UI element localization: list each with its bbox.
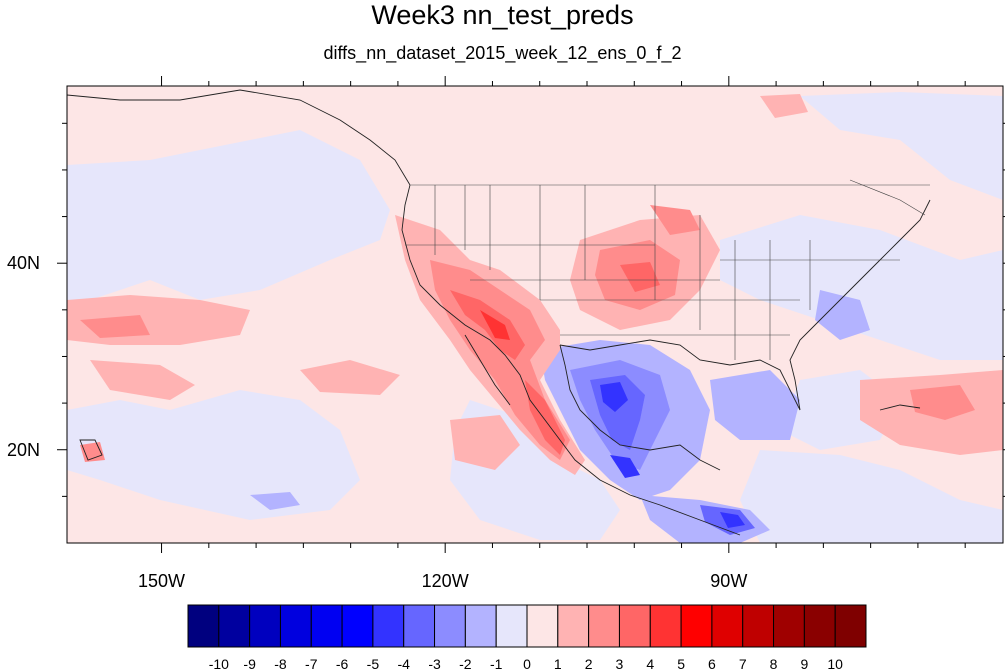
colorbar-swatch <box>588 604 620 648</box>
colorbar-swatch <box>495 604 528 648</box>
colorbar-swatch <box>803 604 836 648</box>
colorbar-swatch <box>372 604 405 648</box>
colorbar-label: -10 <box>209 656 229 672</box>
neg-zone-ne-pacific <box>67 130 390 300</box>
colorbar-label: 4 <box>646 656 654 672</box>
lon-label: 150W <box>138 571 186 591</box>
neg-zone-s-caribbean <box>740 450 1003 543</box>
colorbar-label: 0 <box>523 656 531 672</box>
pos-pacific-east <box>300 360 400 395</box>
colorbar-label: 8 <box>770 656 778 672</box>
colorbar-swatch <box>249 604 281 648</box>
neg-gulf-core <box>600 382 628 412</box>
axis-ticks <box>57 76 1005 553</box>
neg-zone-east-us <box>720 215 1003 360</box>
colorbar-label: -3 <box>428 656 441 672</box>
colorbar-swatch <box>434 604 466 648</box>
colorbar-swatch <box>742 604 775 648</box>
colorbar-label: -1 <box>490 656 503 672</box>
colorbar-label: 3 <box>616 656 624 672</box>
pos-plains-core <box>620 262 660 292</box>
coastlines <box>67 89 931 536</box>
colorbar-swatch <box>773 604 805 648</box>
colorbar-swatch <box>187 604 220 648</box>
colorbar-swatch <box>464 604 497 648</box>
neg-gulf-core-2 <box>610 455 640 478</box>
neg-small-pacific <box>250 492 300 510</box>
colorbar-swatch <box>649 604 682 648</box>
colorbar-label: 1 <box>554 656 562 672</box>
colorbar-label: -2 <box>459 656 472 672</box>
colorbar-swatch <box>218 604 251 648</box>
colorbar-swatch <box>341 604 374 648</box>
neg-zone-sw-pacific <box>67 390 360 520</box>
colorbar-label: 9 <box>800 656 808 672</box>
pos-west-inner <box>450 290 525 360</box>
pos-iowa <box>650 205 700 235</box>
colorbar-label: -4 <box>398 656 411 672</box>
colorbar-swatch <box>403 604 436 648</box>
colorbar-swatch <box>618 604 651 648</box>
neg-gulf-east <box>710 370 800 440</box>
colorbar-label: -6 <box>336 656 349 672</box>
colorbar: -10 -9 -8 -7 -6 -5 -4 -3 -2 -1 0 1 2 3 4 5 6 7 8 9 10 <box>187 604 867 672</box>
lat-label: 40N <box>6 253 40 274</box>
colorbar-label: 5 <box>677 656 685 672</box>
neg-zone-n-atlantic <box>800 92 1003 200</box>
colorbar-label: -7 <box>305 656 318 672</box>
lon-label: 90W <box>710 571 748 591</box>
colorbar-label: 10 <box>827 656 843 672</box>
pos-pacific-south <box>90 360 195 400</box>
colorbar-label: 2 <box>585 656 593 672</box>
pos-atlantic-core <box>910 385 975 420</box>
neg-central-america-core <box>720 512 745 528</box>
pos-mexico-inner <box>525 380 565 455</box>
colorbar-swatch <box>834 604 867 648</box>
map-subtitle: diffs_nn_dataset_2015_week_12_ens_0_f_2 <box>323 43 682 63</box>
colorbar-label: 7 <box>739 656 747 672</box>
colorbar-swatch <box>526 604 559 648</box>
pos-mexico-pacific <box>450 415 520 470</box>
map-frame <box>66 85 1004 544</box>
colorbar-label: -5 <box>367 656 380 672</box>
colorbar-swatch <box>310 604 343 648</box>
pos-pacific-band-core <box>80 315 150 338</box>
map-title: Week3 nn_test_preds <box>371 0 634 30</box>
colorbar-swatch <box>557 604 590 648</box>
colorbar-swatch <box>711 604 744 648</box>
state-borders <box>405 179 930 360</box>
colorbar-swatch <box>680 604 713 648</box>
colorbar-label: 6 <box>708 656 716 672</box>
lat-label: 20N <box>6 439 40 460</box>
colorbar-label: -8 <box>274 656 287 672</box>
colorbar-swatch <box>279 604 312 648</box>
pos-west-core <box>480 310 510 340</box>
lon-label: 120W <box>421 571 469 591</box>
map-field <box>67 86 1003 543</box>
neg-atlantic-coast <box>815 290 870 340</box>
pos-hudson <box>760 94 808 118</box>
colorbar-label: -9 <box>243 656 256 672</box>
